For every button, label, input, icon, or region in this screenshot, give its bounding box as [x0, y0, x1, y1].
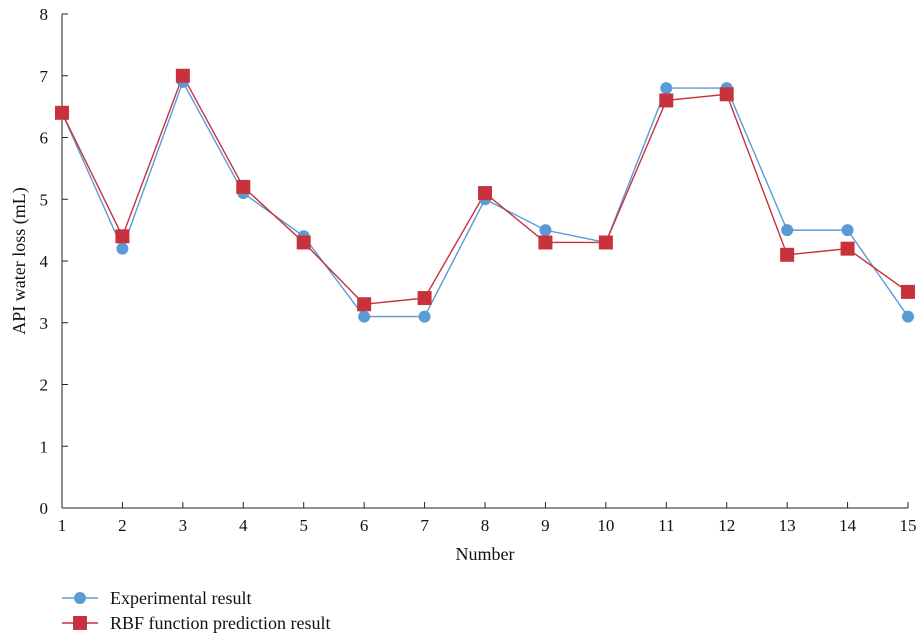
y-ticks: 0 1 2 3 4 5 6 7 8: [40, 5, 68, 518]
x-tick-label: 9: [541, 516, 550, 535]
x-tick-label: 13: [779, 516, 796, 535]
x-tick-label: 6: [360, 516, 369, 535]
x-axis-title: Number: [456, 544, 515, 564]
data-point-experimental: [539, 224, 552, 237]
legend-marker-circle: [74, 592, 86, 604]
data-point-rbf: [55, 105, 69, 120]
x-tick-label: 5: [299, 516, 308, 535]
data-point-rbf: [478, 186, 492, 201]
x-tick-label: 3: [179, 516, 188, 535]
y-tick-label: 7: [40, 67, 49, 86]
y-tick-label: 1: [40, 437, 49, 456]
data-point-rbf: [901, 284, 915, 299]
x-ticks: 1 2 3 4 5 6 7 8 9 10 11 12 13 14 15: [58, 502, 917, 535]
data-point-experimental: [660, 82, 673, 95]
legend-label-rbf: RBF function prediction result: [110, 613, 330, 633]
y-tick-label: 4: [40, 252, 49, 271]
data-point-experimental: [841, 224, 854, 237]
data-point-rbf: [780, 247, 795, 262]
x-tick-label: 7: [420, 516, 429, 535]
x-tick-label: 1: [58, 516, 67, 535]
x-tick-label: 4: [239, 516, 248, 535]
legend-label-experimental: Experimental result: [110, 588, 251, 608]
x-tick-label: 11: [658, 516, 674, 535]
series-markers: [55, 68, 915, 323]
data-point-experimental: [116, 242, 129, 255]
data-point-rbf: [296, 235, 311, 250]
y-tick-label: 3: [40, 314, 49, 333]
x-tick-label: 8: [481, 516, 490, 535]
y-tick-label: 8: [40, 5, 49, 24]
data-point-experimental: [781, 224, 794, 237]
x-tick-label: 14: [839, 516, 857, 535]
legend-item-experimental: Experimental result: [62, 588, 251, 608]
data-point-experimental: [902, 310, 914, 323]
y-axis-title: API water loss (mL): [9, 187, 30, 334]
data-point-rbf: [840, 241, 855, 256]
x-tick-label: 2: [118, 516, 127, 535]
data-point-rbf: [115, 229, 130, 244]
data-point-rbf: [417, 291, 432, 306]
data-point-experimental: [418, 310, 431, 323]
x-tick-label: 12: [718, 516, 735, 535]
y-tick-label: 0: [40, 499, 49, 518]
legend: Experimental result RBF function predict…: [62, 588, 330, 633]
data-point-rbf: [236, 179, 251, 194]
y-tick-label: 2: [40, 376, 49, 395]
x-tick-label: 15: [900, 516, 917, 535]
data-point-experimental: [358, 310, 371, 323]
data-point-rbf: [659, 93, 674, 108]
y-tick-label: 6: [40, 129, 49, 148]
legend-item-rbf: RBF function prediction result: [62, 613, 330, 633]
data-point-rbf: [175, 68, 190, 83]
data-point-rbf: [357, 297, 372, 312]
data-point-rbf: [538, 235, 553, 250]
y-tick-label: 5: [40, 190, 49, 209]
data-point-rbf: [598, 235, 613, 250]
legend-marker-square: [73, 616, 87, 630]
x-tick-label: 10: [597, 516, 614, 535]
data-point-rbf: [719, 87, 734, 102]
